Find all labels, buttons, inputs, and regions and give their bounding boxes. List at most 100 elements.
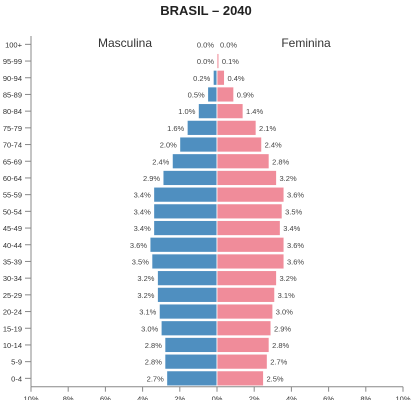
bar-female [216,53,220,69]
bar-label-female: 1.4% [246,107,263,116]
bar-female [216,253,285,270]
bar-female [216,86,235,103]
bar-label-male: 1.6% [167,124,184,133]
y-tick-label: 0-4 [11,374,22,383]
y-tick-label: 35-39 [3,257,22,266]
x-tick-label: 0% [212,395,223,400]
bar-label-female: 0.4% [227,74,244,83]
bar-label-male: 0.5% [188,90,205,99]
bar-label-male: 2.0% [160,141,177,150]
bar-male [179,136,218,153]
x-tick-label: 10% [395,395,410,400]
bar-label-male: 3.0% [141,324,158,333]
bar-female [216,270,277,287]
bar-label-female: 3.6% [287,191,304,200]
y-tick-label: 100+ [5,40,23,49]
y-tick-label: 5-9 [11,358,22,367]
x-tick-label: 8% [63,395,74,400]
bar-label-male: 3.6% [130,241,147,250]
bar-label-male: 2.7% [147,374,164,383]
bar-label-female: 0.9% [237,90,254,99]
bar-male [164,353,218,370]
bar-labels-group: 2.7% 2.5% 2.8% 2.7% 2.8% 2.8% 3.0% 2.9% 3.1% 3.0%… [130,40,304,383]
bar-female [216,337,270,353]
series-label-male: Masculina [98,36,152,50]
bar-male [162,170,218,186]
y-tick-label: 85-89 [3,90,22,99]
y-tick-label: 55-59 [3,191,22,200]
bar-female [216,220,281,236]
x-tick-label: 6% [100,395,111,400]
bar-label-male: 3.4% [134,207,151,216]
x-tick-label: 4% [286,395,297,400]
bar-label-female: 3.5% [285,207,302,216]
chart-title: BRASIL – 2040 [160,3,252,18]
y-tick-label: 70-74 [3,141,22,150]
y-tick-label: 65-69 [3,157,22,166]
bar-male [158,303,218,320]
bar-female [216,286,276,303]
bar-male [197,103,218,120]
bar-label-female: 0.1% [222,57,239,66]
y-axis: 0-4 5-9 10-14 15-19 20-24 25-29 30-34 35-39 40-4… [3,36,32,387]
x-axis: 10% 8% 6% 4% 2% 0% 2% 4% 6% 8% 10% [23,386,411,400]
bar-female [216,170,277,186]
bar-female [216,136,263,153]
bar-label-male: 3.1% [139,308,156,317]
bar-label-male: 3.4% [134,224,151,233]
bar-label-female: 3.0% [276,308,293,317]
y-tick-label: 25-29 [3,291,22,300]
bar-label-male: 2.4% [152,157,169,166]
x-tick-label: 4% [137,395,148,400]
bar-male [171,153,218,170]
bar-label-female: 2.8% [272,157,289,166]
bar-label-female: 2.4% [265,141,282,150]
bar-female [216,370,264,387]
bar-male [153,186,218,203]
y-tick-label: 80-84 [3,107,22,116]
x-tick-label: 8% [360,395,371,400]
bar-female [216,203,283,220]
bar-label-female: 3.2% [280,274,297,283]
y-tick-label: 75-79 [3,124,22,133]
y-tick-label: 50-54 [3,207,22,216]
x-tick-label: 6% [323,395,334,400]
y-tick-label: 95-99 [3,57,22,66]
bar-label-male: 2.8% [145,358,162,367]
bar-label-female: 3.6% [287,257,304,266]
series-label-female: Feminina [281,36,331,50]
bars-group [149,53,285,387]
bar-female [216,103,244,120]
bar-male [149,236,218,253]
bar-label-female: 3.6% [287,241,304,250]
y-tick-label: 60-64 [3,174,22,183]
bar-female [216,186,285,203]
y-tick-label: 30-34 [3,274,22,283]
x-tick-label: 2% [174,395,185,400]
bar-label-male: 0.2% [193,74,210,83]
bar-female [216,69,225,86]
y-tick-label: 15-19 [3,324,22,333]
bar-label-male: 0.0% [197,40,214,49]
bar-male [166,370,218,387]
bar-label-female: 3.2% [280,174,297,183]
bar-male [157,286,218,303]
bar-male [164,337,218,353]
bar-label-female: 3.1% [278,291,295,300]
bar-male [151,253,218,270]
bar-label-female: 2.5% [267,374,284,383]
bar-female [216,153,270,170]
x-tick-label: 2% [249,395,260,400]
y-tick-label: 40-44 [3,241,22,250]
bar-male [207,86,218,103]
bar-label-female: 2.7% [270,358,287,367]
bar-label-female: 2.1% [259,124,276,133]
y-tick-label: 20-24 [3,308,22,317]
bar-label-female: 2.8% [272,341,289,350]
y-tick-label: 45-49 [3,224,22,233]
y-tick-label: 10-14 [3,341,22,350]
bar-label-female: 2.9% [274,324,291,333]
bar-male [186,119,218,136]
bar-female [216,303,274,320]
